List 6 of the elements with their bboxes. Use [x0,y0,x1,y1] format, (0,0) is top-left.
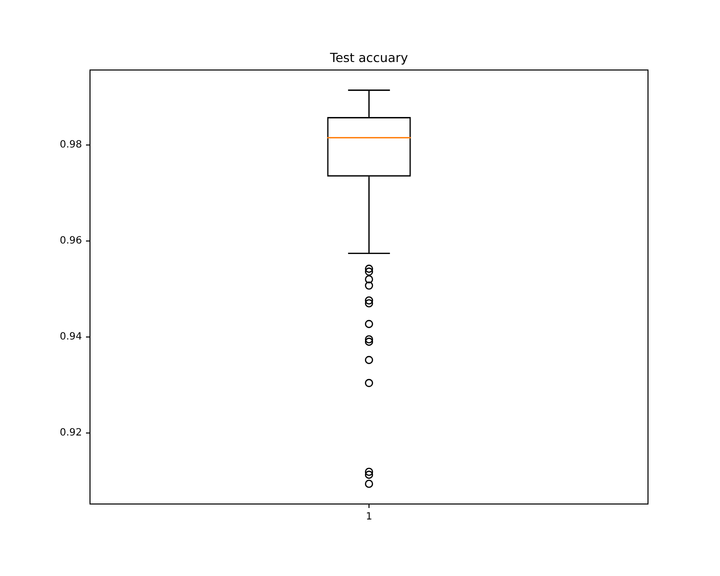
y-tick-label: 0.92 [60,428,82,439]
y-tick-label: 0.94 [60,332,82,343]
y-tick-label: 0.98 [60,139,82,150]
y-tick-label: 0.96 [60,236,82,247]
x-tick-label: 1 [366,512,372,523]
chart-title: Test accuary [328,50,409,65]
